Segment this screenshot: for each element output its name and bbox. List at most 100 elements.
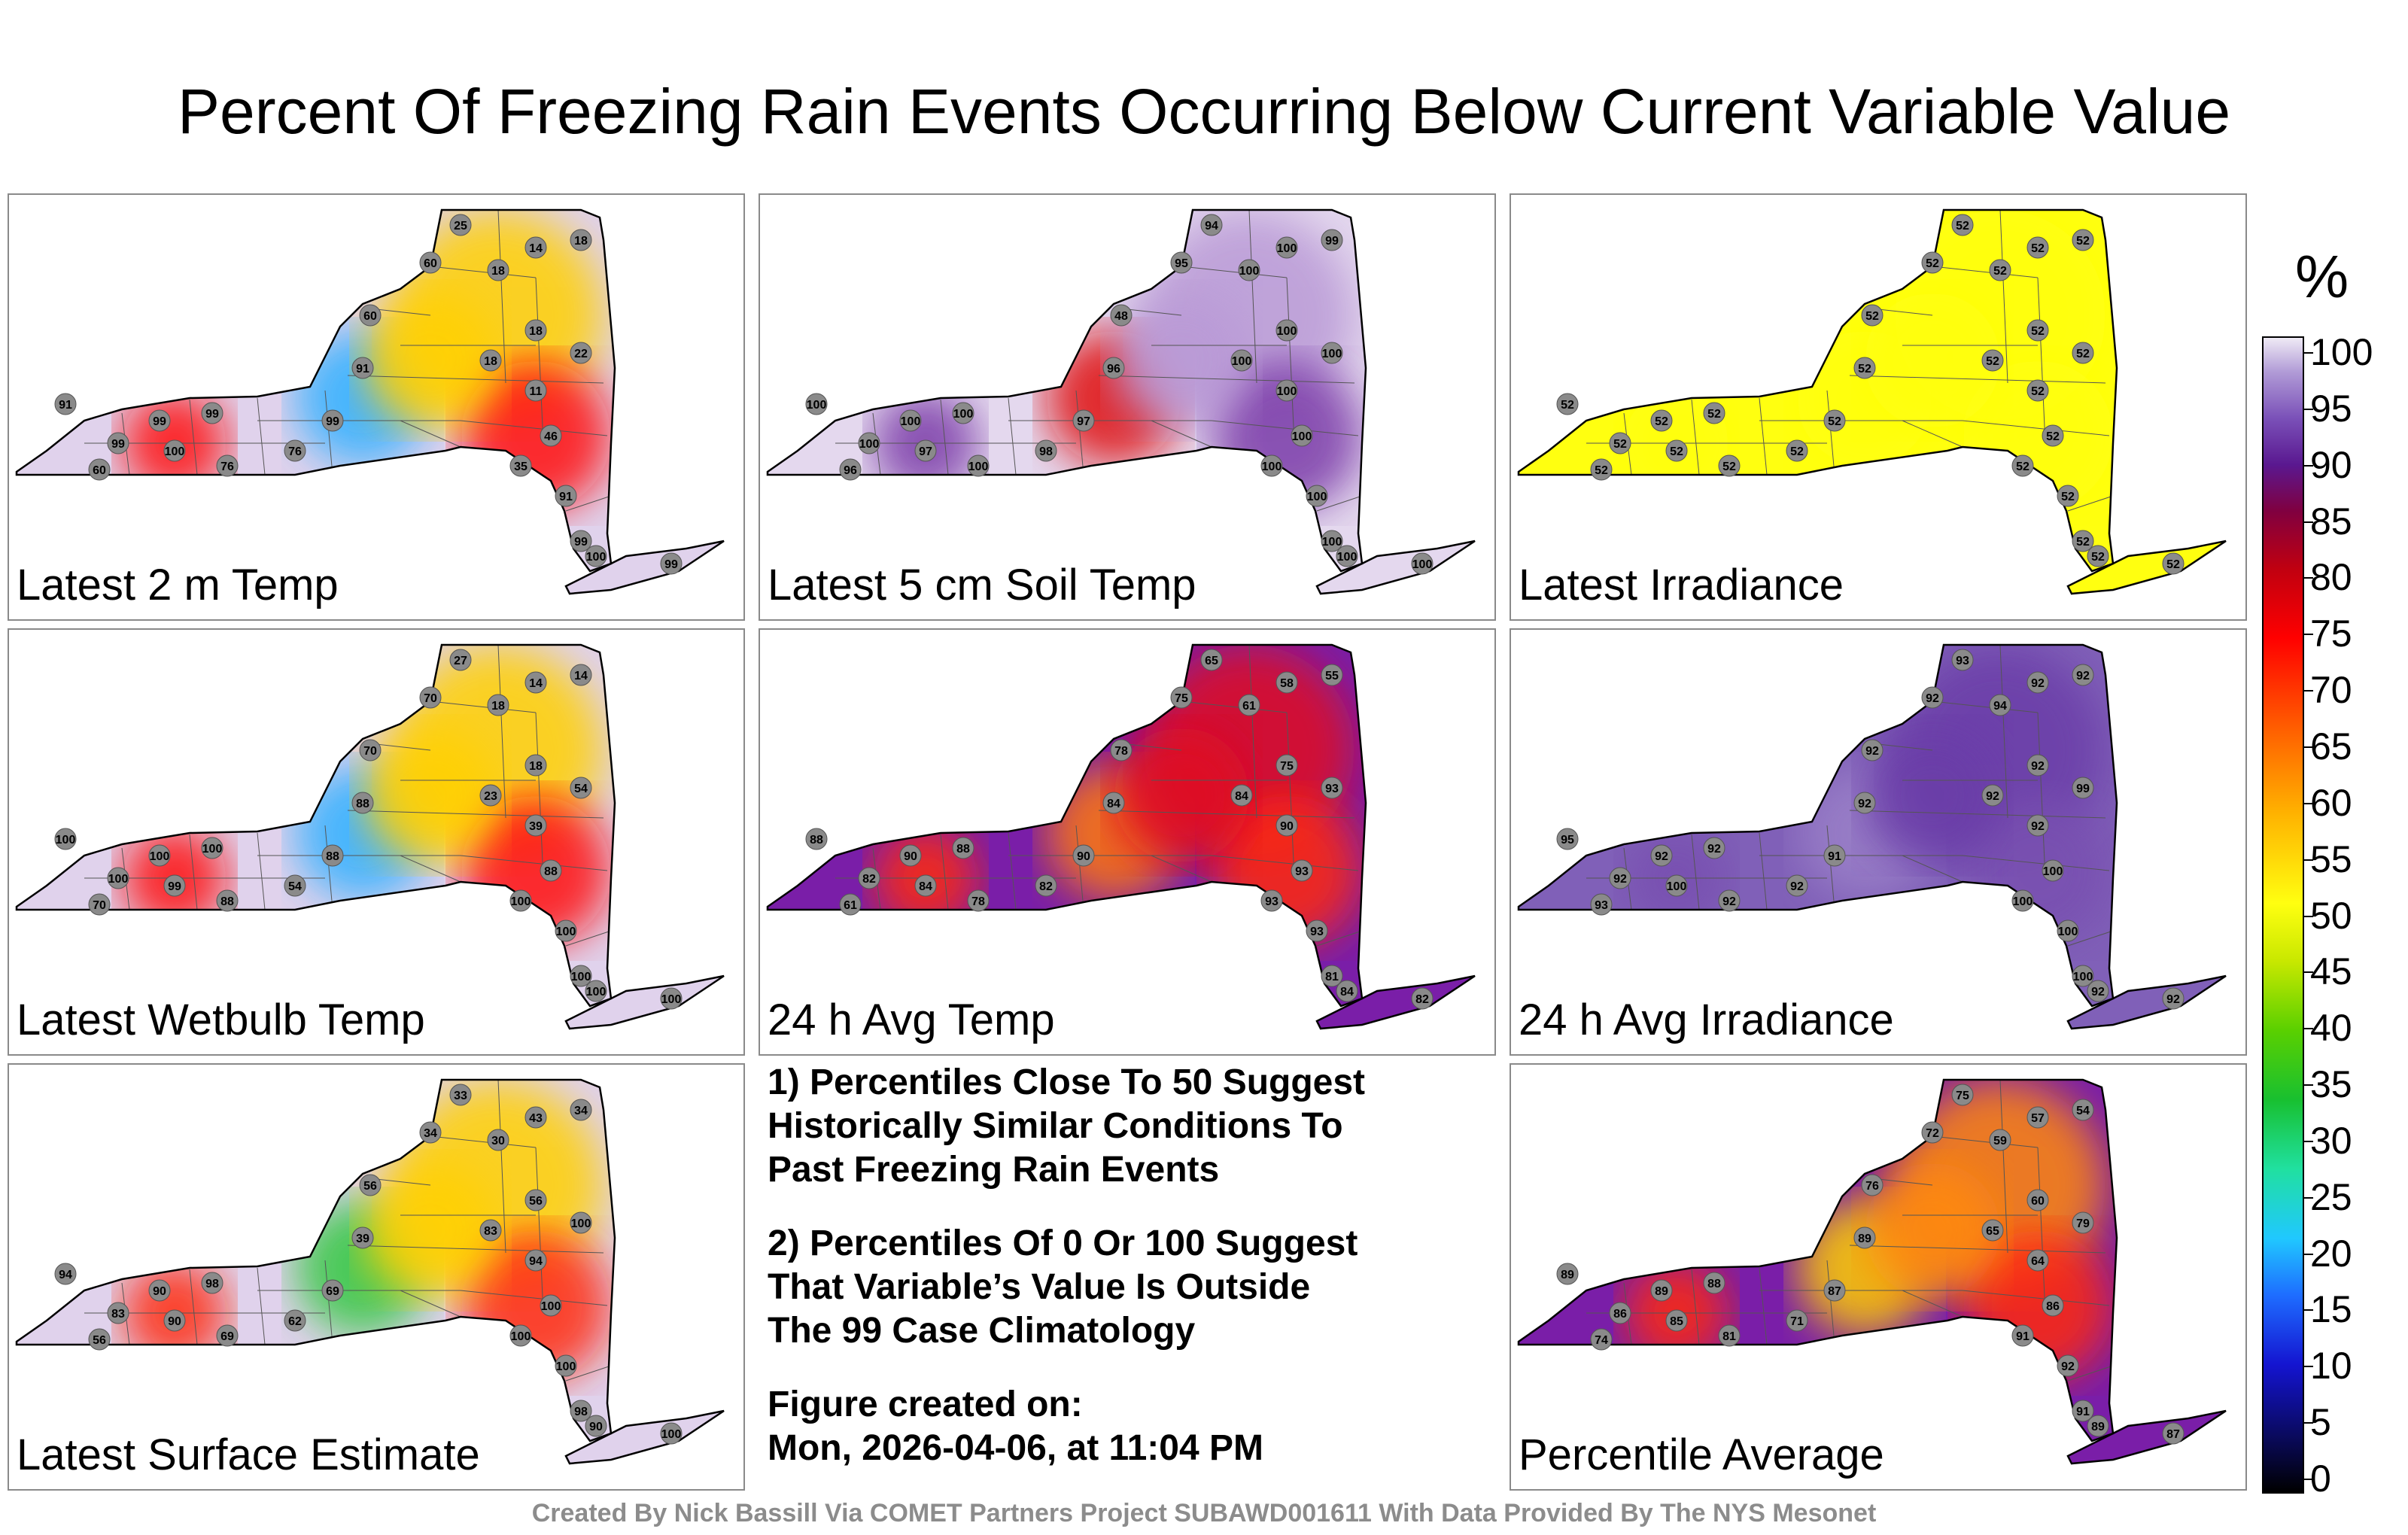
station-marker	[1718, 454, 1741, 477]
station-value: 81	[1325, 971, 1339, 983]
county-boundary	[257, 832, 266, 910]
station-marker	[2072, 229, 2094, 251]
station-marker	[2072, 530, 2094, 552]
station-marker	[2087, 980, 2109, 1002]
station-value: 52	[2166, 558, 2180, 571]
county-boundary	[189, 399, 198, 476]
map-panel-surface-estimate: 94 90 98 83 90 69 56 62 69 39 56 34 33 30 43 34 56 83 94 10…	[8, 1063, 745, 1491]
station-marker	[1718, 1324, 1741, 1347]
station-value: 94	[59, 1269, 72, 1281]
station-value: 65	[1986, 1225, 1999, 1238]
station-value: 100	[2073, 971, 2093, 983]
station-value: 52	[1956, 220, 1969, 233]
station-value: 93	[1325, 783, 1339, 795]
station-value: 52	[2076, 536, 2090, 549]
station-marker	[1823, 844, 1846, 867]
station-marker	[107, 432, 129, 454]
station-marker	[1238, 694, 1260, 716]
station-marker	[524, 814, 547, 837]
station-value: 100	[1277, 385, 1297, 398]
station-value: 18	[484, 355, 497, 368]
station-value: 88	[1707, 1278, 1721, 1290]
station-value: 18	[529, 325, 543, 338]
county-boundary	[257, 1267, 266, 1345]
station-value: 100	[807, 399, 827, 412]
station-marker	[2026, 236, 2049, 259]
station-value: 52	[1828, 415, 1841, 428]
county-boundary	[400, 1290, 461, 1318]
station-value: 18	[491, 700, 505, 713]
county-boundary	[1008, 832, 1017, 910]
county-boundary	[1691, 834, 1700, 910]
map-svg: 91 99 99 99 100 76 60 76 99 91 60 60 25 18 14 18 18 18 11 2…	[15, 208, 725, 595]
map-svg: 95 92 92 92 100 92 93 92 91 92 92 92 93 94 92 92 92 92 92 9…	[1517, 643, 2227, 1030]
county-boundary	[400, 855, 461, 883]
colorbar-tick-mark	[2304, 1196, 2313, 1199]
station-marker	[1853, 1226, 1876, 1249]
station-marker	[1110, 304, 1133, 327]
station-value: 85	[1670, 1315, 1683, 1328]
county-boundary	[2037, 277, 2046, 444]
panel-label: Latest Wetbulb Temp	[17, 995, 425, 1044]
station-marker	[524, 236, 547, 259]
county-boundary	[565, 495, 612, 512]
county-boundary	[400, 420, 461, 448]
colorbar-tick-label: 55	[2310, 837, 2352, 880]
station-marker	[216, 889, 239, 912]
station-value: 60	[93, 464, 106, 477]
station-marker	[216, 1324, 239, 1347]
station-value: 30	[491, 1135, 505, 1147]
station-value: 52	[1865, 310, 1879, 323]
colorbar-tick-mark	[2304, 408, 2313, 410]
county-boundary	[1316, 930, 1363, 947]
station-value: 100	[150, 850, 170, 863]
interpretation-notes: 1) Percentiles Close To 50 Suggest Histo…	[768, 1061, 1475, 1500]
station-value: 100	[661, 1428, 682, 1441]
station-marker	[1921, 251, 1944, 274]
station-value: 100	[571, 971, 591, 983]
station-marker	[1321, 965, 1343, 987]
station-value: 60	[363, 310, 377, 323]
station-value: 52	[2076, 235, 2090, 248]
station-value: 61	[1242, 700, 1256, 713]
station-marker	[952, 402, 974, 424]
station-value: 52	[2076, 348, 2090, 360]
station-value: 70	[363, 745, 377, 758]
station-marker	[1102, 357, 1125, 379]
station-marker	[1609, 867, 1631, 889]
station-value: 74	[1595, 1334, 1608, 1347]
county-boundary	[1286, 712, 1295, 879]
station-value: 54	[2076, 1105, 2090, 1117]
station-value: 100	[1277, 242, 1297, 255]
station-value: 78	[1114, 745, 1128, 758]
colorbar-tick-label: 15	[2310, 1288, 2352, 1331]
station-value: 100	[1239, 265, 1260, 278]
station-marker	[1665, 874, 1688, 897]
station-marker	[148, 844, 171, 867]
station-marker	[1170, 686, 1193, 709]
county-boundary	[460, 855, 608, 871]
station-marker	[1823, 1279, 1846, 1302]
station-marker	[201, 837, 223, 859]
county-boundary	[430, 266, 537, 278]
county-boundary	[2067, 1365, 2114, 1382]
county-boundary	[1826, 825, 1835, 910]
station-marker	[2042, 424, 2064, 447]
station-marker	[419, 686, 442, 709]
station-marker	[555, 1354, 577, 1377]
station-value: 14	[529, 242, 543, 255]
station-marker	[1650, 1279, 1673, 1302]
county-boundary	[324, 390, 333, 476]
county-boundary	[1759, 1267, 1768, 1345]
station-value: 92	[1865, 745, 1879, 758]
county-boundary	[1691, 399, 1700, 476]
station-value: 54	[574, 783, 588, 795]
colorbar-tick-label: 35	[2310, 1063, 2352, 1106]
station-value: 100	[2013, 895, 2033, 908]
station-marker	[359, 1174, 382, 1196]
long-island-outline	[2066, 974, 2227, 1030]
station-value: 93	[1310, 926, 1324, 938]
station-marker	[899, 409, 922, 432]
station-marker	[660, 1422, 683, 1445]
station-marker	[1321, 342, 1343, 364]
